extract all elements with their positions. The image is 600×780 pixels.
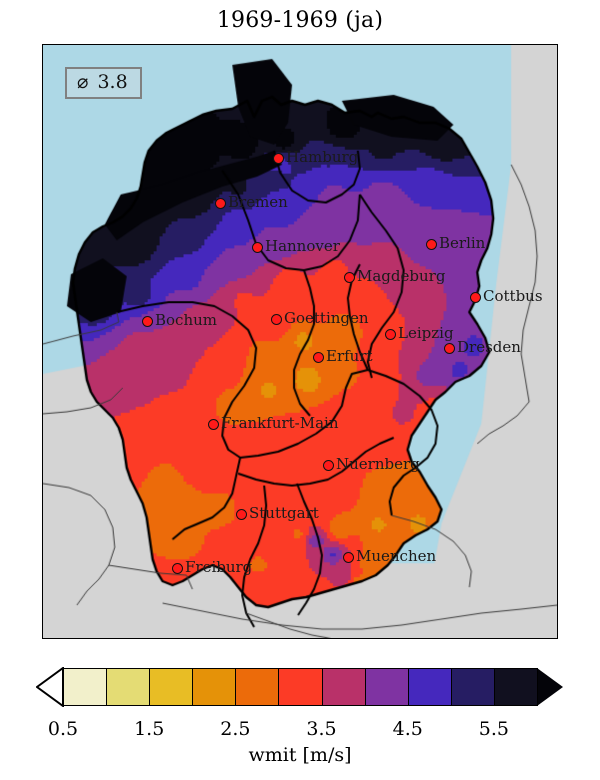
colorbar-band <box>63 668 108 706</box>
colorbar-band <box>278 668 323 706</box>
city-label: Bremen <box>228 193 288 211</box>
city-dot-icon <box>322 459 334 471</box>
city-label: Freiburg <box>185 558 253 576</box>
colorbar-tick-label: 0.5 <box>47 718 79 740</box>
page-title: 1969-1969 (ja) <box>216 8 384 33</box>
city-label: Stuttgart <box>249 504 319 522</box>
city-dot-icon <box>214 197 226 209</box>
diameter-mean-icon: ⌀ <box>77 71 89 93</box>
city-dot-icon <box>342 551 354 563</box>
city-label: Dresden <box>457 338 521 356</box>
colorbar-container: 0.5 1.5 2.5 3.5 4.5 5.5 wmit [m/s] <box>0 660 600 780</box>
colorbar-band <box>106 668 151 706</box>
colorbar-band <box>192 668 237 706</box>
city-dot-icon <box>343 271 355 283</box>
colorbar-band <box>364 668 410 706</box>
city-label: Magdeburg <box>357 267 446 285</box>
city-label: Frankfurt-Main <box>221 414 339 432</box>
colorbar-band <box>321 668 367 706</box>
colorbar-tick-label: 1.5 <box>134 718 165 740</box>
city-dot-icon <box>272 152 284 164</box>
mean-value-box: ⌀ 3.8 <box>65 67 142 99</box>
city-label: Bochum <box>155 311 217 329</box>
city-label: Hannover <box>265 237 340 255</box>
colorbar-band <box>450 668 496 706</box>
colorbar-over-arrow <box>537 668 563 706</box>
city-dot-icon <box>425 238 437 250</box>
city-dot-icon <box>384 328 396 340</box>
city-label: Muenchen <box>356 547 437 565</box>
colorbar-band <box>235 668 280 706</box>
city-dot-icon <box>207 418 219 430</box>
city-label: Cottbus <box>483 287 543 305</box>
wind-speed-contour-map <box>43 45 557 638</box>
city-dot-icon <box>171 562 183 574</box>
city-dot-icon <box>469 291 481 303</box>
city-label: Leipzig <box>398 324 454 342</box>
city-dot-icon <box>141 315 153 327</box>
mean-value-text: 3.8 <box>97 71 128 93</box>
city-dot-icon <box>312 351 324 363</box>
city-label: Hamburg <box>286 148 359 166</box>
city-dot-icon <box>270 313 282 325</box>
colorbar-tick-label: 2.5 <box>220 718 251 740</box>
city-label: Nuernberg <box>336 455 420 473</box>
colorbar[interactable]: 0.5 1.5 2.5 3.5 4.5 5.5 <box>36 667 563 740</box>
colorbar-tick-label: 4.5 <box>392 718 423 740</box>
city-dot-icon <box>251 241 263 253</box>
city-label: Berlin <box>439 234 486 252</box>
colorbar-band <box>407 668 453 706</box>
colorbar-tick-label: 3.5 <box>306 718 337 740</box>
city-label: Goettingen <box>284 309 369 327</box>
map-axes[interactable]: ⌀ 3.8 Hamburg Bremen Hannover Berlin Magdebu… <box>42 44 558 639</box>
colorbar-axis-label: wmit [m/s] <box>248 744 352 766</box>
colorbar-band <box>493 668 539 706</box>
city-label: Erfurt <box>326 347 373 365</box>
city-dot-icon <box>443 342 455 354</box>
colorbar-band <box>149 668 194 706</box>
city-dot-icon <box>235 508 247 520</box>
colorbar-under-arrow <box>36 667 64 707</box>
colorbar-tick-label: 5.5 <box>478 718 510 740</box>
